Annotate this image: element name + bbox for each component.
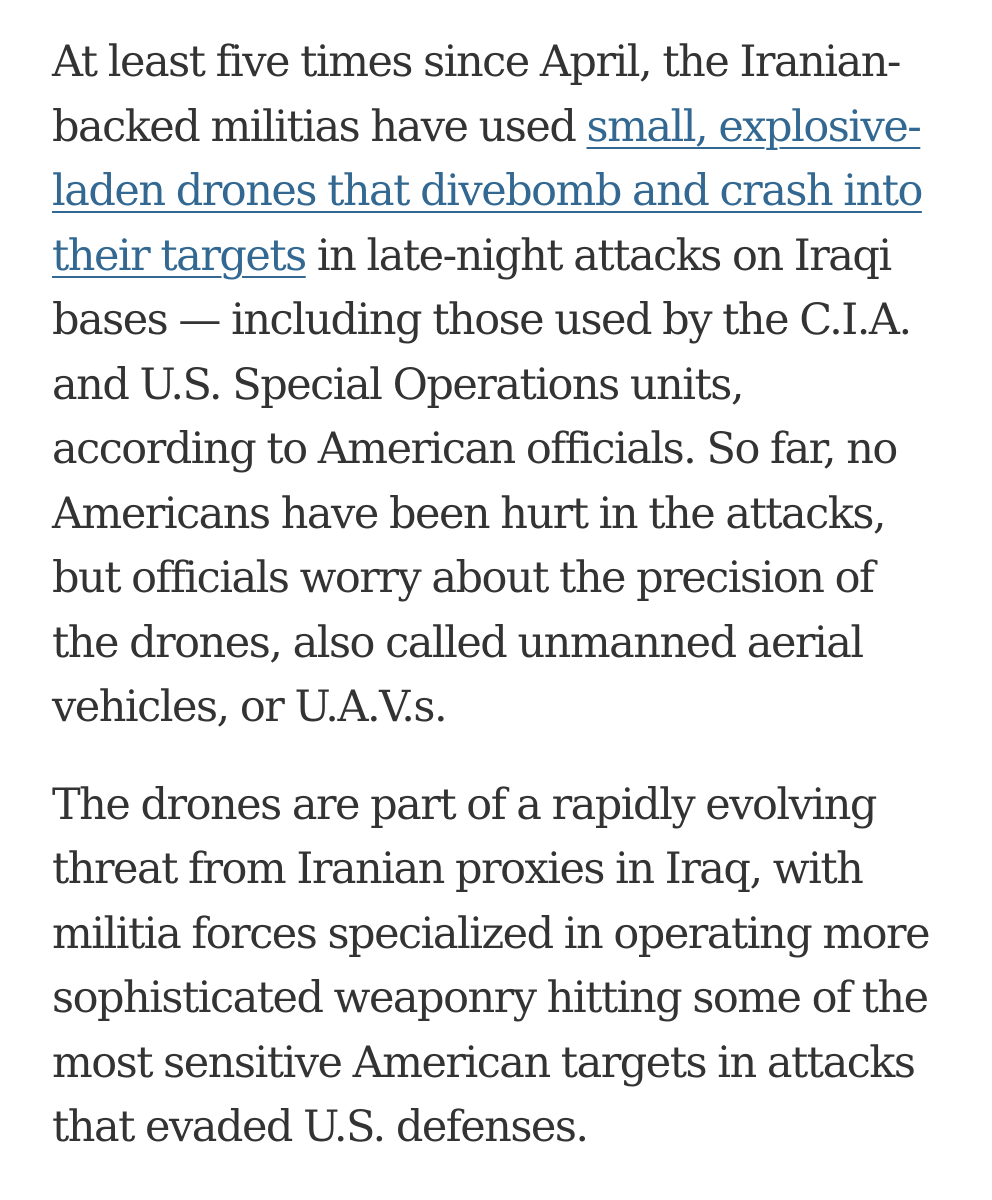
paragraph-1-line-6: and U.S. Special Operations units, [52,359,745,410]
article-body: At least five times since April, the Ira… [52,30,952,1160]
paragraph-1-line-9: but officials worry about the precision … [52,553,875,603]
drones-article-link-part-1[interactable]: small, explosive- [586,101,922,152]
paragraph-1-line-7: according to American officials. So far,… [52,424,898,474]
paragraph-2-line-5: most sensitive American targets in attac… [52,1037,916,1088]
paragraph-2-line-2: threat from Iranian proxies in Iraq, wit… [52,844,864,894]
paragraph-1-line-2: backed militias have used small, explosi… [52,95,952,160]
paragraph-1: At least five times since April, the Ira… [52,30,952,740]
paragraph-1-line-4: their targets in late-night attacks on I… [52,224,952,289]
paragraph-1-line-2-text: backed militias have used [52,101,587,152]
paragraph-1-line-10: the drones, also called unmanned aerial [52,617,864,668]
drones-article-link-part-3[interactable]: their targets [52,230,307,281]
paragraph-2: The drones are part of a rapidly evolvin… [52,773,952,1160]
paragraph-2-line-1: The drones are part of a rapidly evolvin… [52,779,877,830]
paragraph-1-line-3: laden drones that divebomb and crash int… [52,159,952,224]
paragraph-2-line-6: that evaded U.S. defenses. [52,1102,589,1152]
paragraph-1-line-8: Americans have been hurt in the attacks, [52,488,887,539]
paragraph-2-line-3: militia forces specialized in operating … [52,908,931,959]
paragraph-2-line-4: sophisticated weaponry hitting some of t… [52,973,929,1023]
paragraph-1-line-11: vehicles, or U.A.V.s. [52,682,448,732]
paragraph-1-line-4-text: in late-night attacks on Iraqi [305,230,892,281]
paragraph-1-line-5: bases — including those used by the C.I.… [52,295,912,345]
paragraph-1-line-1: At least five times since April, the Ira… [52,37,901,87]
drones-article-link-part-2[interactable]: laden drones that divebomb and crash int… [52,166,923,216]
